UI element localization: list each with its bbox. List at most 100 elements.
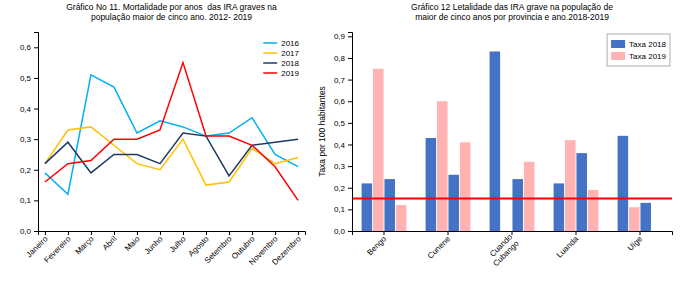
bar: [396, 205, 407, 231]
chart-title: Gráfico No 11. Mortalidade por anos das …: [66, 2, 277, 22]
bar: [448, 175, 459, 231]
y-axis-line: [34, 33, 39, 232]
bar: [512, 179, 523, 231]
x-axis: BengoCuneneCuandoCubangoLuandaUíge: [353, 231, 673, 268]
y-tick: 0,2: [334, 184, 352, 193]
x-tick-mark: [45, 231, 46, 235]
y-tick-mark: [34, 78, 38, 79]
bar: [460, 142, 471, 231]
y-tick: 0,8: [334, 54, 352, 63]
y-tick: 0,1: [334, 205, 352, 214]
x-tick-label: Bengo: [365, 234, 388, 257]
y-axis-title: Taxa por 100 habitantes: [317, 86, 327, 177]
bar: [576, 153, 587, 231]
legend-label: 2018: [281, 59, 299, 68]
x-tick: Julho: [168, 231, 188, 254]
legend-box: [607, 34, 670, 66]
x-tick-mark: [640, 231, 641, 235]
y-axis: 0,00,10,20,30,40,50,60,70,80,9: [334, 32, 353, 236]
y-tick: 0,1: [20, 196, 38, 205]
legend-swatch: [611, 40, 625, 48]
x-tick-label: Dezembro: [270, 234, 303, 267]
x-tick: Luanda: [555, 231, 581, 260]
y-tick: 0,5: [20, 74, 38, 83]
legend-swatch: [263, 52, 277, 54]
bar: [565, 140, 576, 231]
y-tick-label: 0,0: [20, 227, 32, 236]
legend-label: Taxa 2018: [629, 40, 666, 49]
y-tick-label: 0,6: [20, 43, 32, 52]
y-tick-label: 0,3: [20, 135, 32, 144]
x-tick-mark: [448, 231, 449, 235]
figure: JaneiroFevereiroMarçoAbrilMaioJunhoJulho…: [0, 0, 682, 283]
y-axis-line: [348, 33, 353, 232]
x-tick-mark: [137, 231, 138, 235]
legend-label: 2017: [281, 49, 299, 58]
x-tick: Abril: [101, 231, 119, 252]
y-tick-mark: [348, 58, 352, 59]
x-tick-mark: [183, 231, 184, 235]
y-tick: 0,3: [20, 135, 38, 144]
bar: [426, 138, 437, 231]
x-tick-mark: [160, 231, 161, 235]
legend-label: 2019: [281, 69, 299, 78]
bar: [373, 69, 384, 231]
line-series: [45, 63, 298, 201]
x-tick: CuandoCubango: [485, 231, 521, 268]
y-tick-label: 0,7: [334, 76, 346, 85]
y-tick-label: 0,2: [20, 166, 32, 175]
y-tick-mark: [348, 231, 352, 232]
legend-swatch: [263, 62, 277, 64]
x-tick-mark: [114, 231, 115, 235]
y-tick: 0,2: [20, 166, 38, 175]
y-tick-mark: [34, 139, 38, 140]
y-tick-mark: [34, 109, 38, 110]
y-tick-mark: [348, 36, 352, 37]
chart: BengoCuneneCuandoCubangoLuandaUíge0,00,1…: [317, 32, 673, 268]
bar: [554, 183, 565, 231]
x-axis-line: [39, 232, 306, 236]
chart: JaneiroFevereiroMarçoAbrilMaioJunhoJulho…: [20, 33, 306, 267]
x-tick-label: Maio: [123, 234, 142, 253]
legend: 2016201720182019: [263, 39, 299, 78]
y-tick: 0,4: [334, 141, 352, 150]
x-tick-label: Fevereiro: [42, 234, 73, 265]
y-tick-mark: [34, 231, 38, 232]
x-axis: JaneiroFevereiroMarçoAbrilMaioJunhoJulho…: [25, 231, 306, 267]
x-tick: Cunene: [426, 231, 453, 261]
line-series: [45, 75, 298, 194]
x-tick: Dezembro: [270, 231, 303, 267]
y-tick-mark: [34, 47, 38, 48]
y-tick-label: 0,5: [20, 74, 32, 83]
legend-label: 2016: [281, 39, 299, 48]
x-axis-line: [353, 232, 673, 236]
y-tick-label: 0,5: [334, 119, 346, 128]
bar: [652, 231, 663, 232]
y-tick-mark: [34, 170, 38, 171]
chart-title: Gráfico 12 Letalidade das IRA grave na p…: [411, 2, 613, 22]
text-line: população maior de cinco ano. 2012- 2019: [91, 12, 252, 22]
y-tick-mark: [348, 209, 352, 210]
x-tick-label: Julho: [168, 234, 188, 254]
bar: [501, 231, 512, 232]
x-tick-label: Cunene: [426, 234, 453, 261]
x-tick-mark: [275, 231, 276, 235]
y-tick-label: 0,3: [334, 162, 346, 171]
x-tick: Setembro: [203, 231, 234, 265]
x-tick-label: Setembro: [203, 234, 234, 265]
y-tick-mark: [348, 188, 352, 189]
x-tick-label: Abril: [101, 234, 119, 252]
y-tick-label: 0,6: [334, 97, 346, 106]
y-tick-mark: [348, 101, 352, 102]
bar: [437, 101, 448, 231]
y-tick-mark: [348, 166, 352, 167]
bar: [362, 183, 373, 231]
x-tick: Fevereiro: [42, 231, 73, 265]
x-tick-mark: [206, 231, 207, 235]
text-line: maior de cinco anos por provincia e ano.…: [415, 12, 609, 22]
y-axis: 0,00,10,20,30,40,50,6: [20, 33, 39, 237]
y-tick-mark: [348, 123, 352, 124]
y-tick: 0,3: [334, 162, 352, 171]
x-tick-label: Março: [73, 234, 95, 256]
legend: Taxa 2018Taxa 2019: [607, 34, 670, 66]
